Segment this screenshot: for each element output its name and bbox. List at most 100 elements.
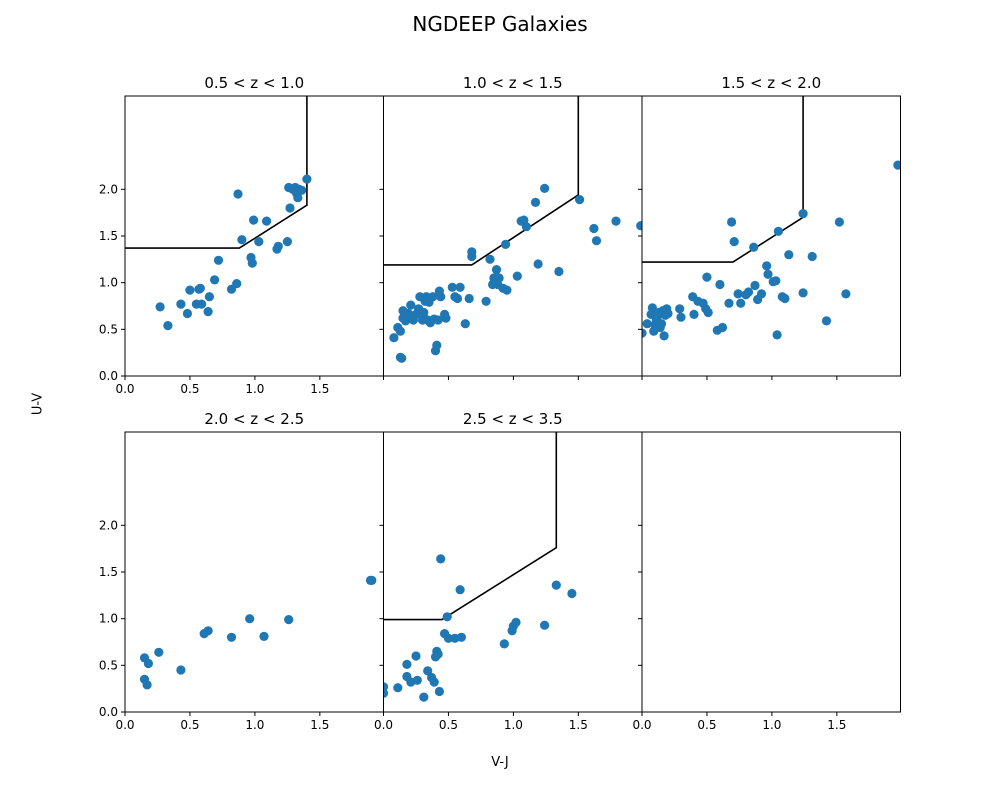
data-point	[262, 216, 272, 226]
panel-title: 0.5 < z < 1.0	[204, 74, 304, 92]
y-tick-label: 0.5	[99, 658, 118, 672]
data-point	[455, 585, 465, 595]
data-point	[245, 614, 255, 624]
data-point	[485, 254, 495, 264]
y-tick-label: 0.0	[99, 369, 118, 383]
y-tick-label: 1.5	[99, 229, 118, 243]
panel-4: 2.0 < z < 2.5 0.0 0.5 1.0 1.5 0.0 0.5 1.0 1.5 2.0	[99, 410, 384, 732]
data-point	[717, 322, 728, 333]
data-point	[443, 633, 453, 643]
data-point	[467, 247, 477, 257]
data-point	[383, 688, 389, 698]
data-point	[659, 331, 669, 341]
data-point	[727, 217, 737, 227]
data-point	[176, 299, 186, 309]
data-point	[501, 239, 511, 249]
panel-frame	[124, 431, 384, 713]
panel-frame	[641, 431, 901, 713]
figure-title: NGDEEP Galaxies	[412, 12, 588, 36]
data-point	[762, 261, 772, 271]
data-point	[676, 312, 686, 322]
data-point	[254, 237, 264, 247]
data-point	[729, 237, 739, 247]
data-point	[285, 203, 295, 213]
y-tick-label: 0.0	[99, 705, 118, 719]
x-tick-label: 1.5	[310, 382, 329, 396]
data-point	[411, 651, 421, 661]
x-tick-label: 0.0	[374, 718, 393, 732]
data-point	[433, 315, 443, 325]
data-point	[540, 183, 550, 193]
data-point	[419, 307, 429, 318]
x-tick-label: 0.5	[697, 718, 716, 732]
data-point	[226, 632, 237, 642]
data-point	[567, 588, 577, 599]
data-point	[203, 626, 213, 636]
data-point	[703, 307, 713, 318]
x-axis-label: V-J	[491, 755, 509, 770]
panel-1: 0.5 < z < 1.0 0.0 0.5 1.0 1.5 0.0 0.5 1.0 1.5 2.0	[99, 74, 384, 396]
data-point	[237, 235, 247, 245]
panel-3: 1.5 < z < 2.0	[638, 74, 901, 380]
x-tick-label: 1.5	[827, 718, 846, 732]
data-point	[642, 328, 647, 338]
panel-title: 1.0 < z < 1.5	[463, 74, 563, 92]
data-point	[436, 554, 446, 564]
data-point	[502, 285, 512, 295]
data-point	[203, 307, 213, 317]
data-point	[406, 300, 416, 310]
panel-title: 2.5 < z < 3.5	[463, 410, 563, 428]
data-point	[233, 189, 243, 199]
data-point	[293, 193, 303, 203]
panel-title: 2.0 < z < 2.5	[204, 410, 304, 428]
data-point	[247, 258, 257, 268]
data-point	[642, 319, 652, 329]
x-tick-label: 0.0	[115, 718, 134, 732]
selection-boundary	[383, 96, 580, 266]
data-point	[736, 298, 746, 308]
x-tick-label: 0.5	[180, 382, 199, 396]
data-point	[389, 333, 399, 343]
data-point	[591, 236, 602, 246]
data-point	[367, 575, 377, 586]
x-tick-label: 0.5	[180, 718, 199, 732]
data-point	[442, 612, 452, 622]
data-point	[419, 692, 429, 702]
data-point	[656, 319, 667, 329]
panel-2: 1.0 < z < 1.5	[379, 74, 643, 380]
data-point	[142, 680, 152, 690]
data-point	[647, 303, 658, 313]
data-point	[807, 251, 817, 262]
data-point	[763, 269, 773, 279]
data-point	[249, 215, 259, 225]
panel-frame	[124, 95, 384, 377]
data-point	[773, 226, 784, 236]
data-point	[821, 316, 832, 326]
data-point	[393, 683, 403, 693]
data-point	[182, 308, 192, 319]
data-point	[232, 279, 242, 289]
data-point	[197, 299, 207, 309]
data-point	[540, 620, 550, 630]
data-point	[689, 309, 699, 319]
panel-6: 0.0 0.5 1.0 1.5	[632, 431, 901, 732]
data-point	[771, 276, 781, 286]
selection-boundary	[642, 96, 804, 263]
data-point	[715, 279, 725, 290]
data-point	[481, 296, 491, 306]
data-point	[749, 242, 759, 252]
data-point	[834, 217, 845, 227]
data-point	[284, 615, 294, 625]
y-tick-label: 1.5	[99, 565, 118, 579]
data-point	[447, 282, 457, 292]
data-point	[428, 292, 438, 302]
data-point	[611, 216, 621, 226]
data-point	[491, 265, 502, 275]
y-axis-label: U-V	[30, 392, 46, 416]
data-point	[433, 649, 443, 659]
data-point	[702, 272, 712, 282]
y-tick-label: 0.5	[99, 322, 118, 336]
panel-frame	[383, 95, 643, 377]
data-point	[436, 292, 446, 302]
